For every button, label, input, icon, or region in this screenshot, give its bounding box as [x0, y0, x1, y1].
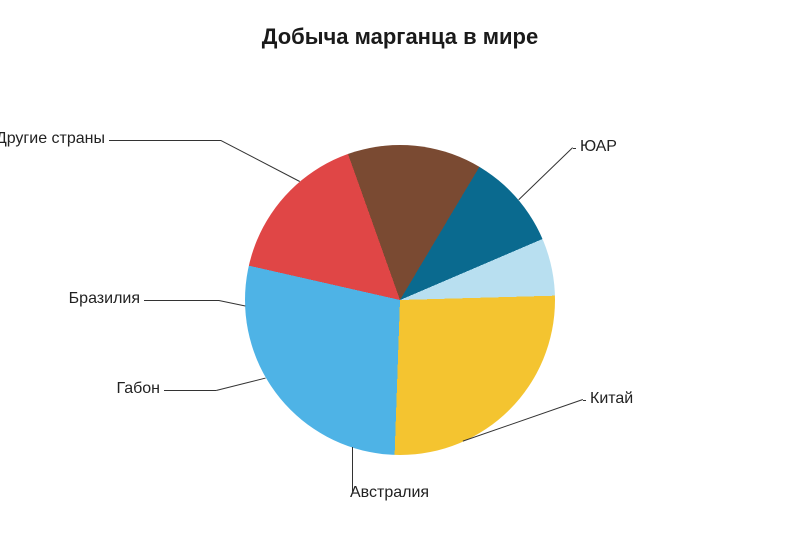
slice-label: Китай: [590, 390, 633, 408]
leader-line: [216, 377, 266, 390]
leader-line: [573, 148, 576, 149]
leader-line: [518, 147, 573, 200]
leader-line: [109, 140, 221, 141]
leader-line: [144, 300, 219, 301]
slice-label: Австралия: [350, 484, 429, 502]
slice-label: Другие страны: [0, 130, 105, 148]
slice-label: ЮАР: [580, 138, 617, 156]
slice-label: Бразилия: [69, 290, 140, 308]
leader-line: [164, 390, 216, 391]
leader-line: [583, 400, 586, 401]
leader-line: [352, 447, 353, 494]
pie-chart: [245, 145, 555, 455]
pie-chart-container: Добыча марганца в мире ЮАР Китай Австралия…: [0, 0, 800, 544]
slice-label: Габон: [116, 380, 160, 398]
chart-title: Добыча марганца в мире: [0, 24, 800, 50]
leader-line: [221, 140, 301, 182]
leader-line: [219, 300, 245, 306]
